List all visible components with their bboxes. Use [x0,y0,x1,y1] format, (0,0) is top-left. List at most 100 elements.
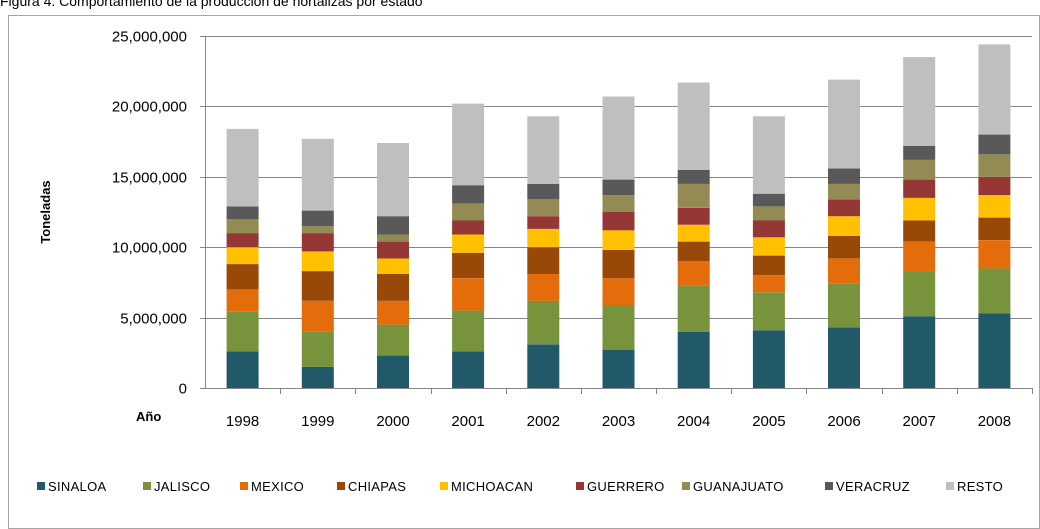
bar-segment-resto-2007 [903,57,936,146]
bar-segment-guanajuato-2006 [828,183,860,200]
bar-segment-sinaloa-2002 [527,344,560,388]
bar-segment-guerrero-2006 [828,199,860,217]
bar-segment-guerrero-2000 [377,241,409,259]
y-tick-label: 0 [179,381,187,398]
y-tick-label: 20,000,000 [112,99,187,116]
bar-segment-veracruz-2005 [752,193,785,207]
legend-swatch-guanajuato [682,482,690,490]
y-tick-label: 5,000,000 [120,311,187,328]
x-tick-label: 2004 [677,413,710,430]
bar-segment-michoacan-2007 [903,197,936,221]
bar-segment-michoacan-2000 [377,258,409,274]
bar-segment-sinaloa-2000 [377,355,409,388]
bar-segment-mexico-2004 [677,261,710,286]
bar-segment-guanajuato-1998 [226,219,259,234]
legend-swatch-chiapas [337,482,345,490]
bar-segment-chiapas-2001 [452,252,485,279]
bar-segment-sinaloa-2001 [452,351,485,388]
bar-segment-guanajuato-2005 [752,206,785,221]
bar-segment-guanajuato-2001 [452,203,485,221]
bar-segment-chiapas-2005 [752,255,785,276]
bar-segment-michoacan-1998 [226,247,259,265]
legend-swatch-michoacan [440,482,448,490]
x-tick-label: 2002 [527,413,560,430]
bar-segment-chiapas-2004 [677,241,710,262]
bar-segment-guerrero-2007 [903,179,936,198]
bar-segment-jalisco-2001 [452,310,485,352]
bar-segment-mexico-2005 [752,275,785,293]
bar-segment-mexico-2001 [452,278,485,311]
bars [226,44,1011,388]
bar-segment-jalisco-2002 [527,300,560,345]
legend-label-michoacan: MICHOACAN [451,479,533,494]
legend-swatch-veracruz [825,482,833,490]
bar-segment-jalisco-2007 [903,271,936,317]
bar-segment-veracruz-2001 [452,185,485,204]
bar-segment-veracruz-2003 [602,179,635,196]
bar-segment-michoacan-2006 [828,216,860,236]
bar-segment-guanajuato-2002 [527,199,560,217]
x-tick-label: 2001 [451,413,484,430]
bar-segment-veracruz-2006 [828,168,860,184]
legend-swatch-sinaloa [37,482,45,490]
bar-segment-sinaloa-1999 [301,366,334,388]
bar-segment-veracruz-2004 [677,169,710,184]
bar-segment-veracruz-1999 [301,210,334,227]
bar-segment-veracruz-2000 [377,216,409,235]
bar-segment-chiapas-2006 [828,235,860,259]
bar-segment-guanajuato-2008 [978,154,1011,177]
bar-segment-mexico-2000 [377,300,409,325]
bar-segment-guerrero-1998 [226,233,259,248]
bar-segment-guerrero-2008 [978,176,1011,196]
legend-label-guanajuato: GUANAJUATO [693,479,784,494]
bar-segment-jalisco-2003 [602,304,635,350]
legend-swatch-resto [946,482,954,490]
bar-segment-guanajuato-2004 [677,183,710,208]
bar-segment-chiapas-1998 [226,264,259,290]
bar-segment-veracruz-1998 [226,206,259,220]
bar-segment-mexico-2007 [903,241,936,272]
bar-segment-veracruz-2002 [527,183,560,200]
bar-segment-guanajuato-2007 [903,159,936,180]
bar-segment-guerrero-2005 [752,220,785,238]
bar-segment-sinaloa-2004 [677,331,710,388]
bar-segment-guerrero-2001 [452,220,485,235]
bar-segment-jalisco-2006 [828,283,860,328]
bar-segment-resto-2001 [452,103,485,186]
bar-segment-michoacan-2003 [602,230,635,250]
bar-segment-resto-1998 [226,128,259,207]
bar-segment-resto-1999 [301,138,334,211]
legend-label-chiapas: CHIAPAS [348,479,406,494]
bar-segment-michoacan-2002 [527,228,560,248]
bar-segment-mexico-1999 [301,300,334,332]
bar-segment-mexico-2006 [828,258,860,284]
bar-segment-chiapas-2003 [602,250,635,279]
bar-segment-guerrero-2004 [677,207,710,225]
bar-segment-resto-2003 [602,96,635,180]
bar-segment-guanajuato-2003 [602,195,635,212]
x-tick-label: 1998 [226,413,259,430]
x-tick-label: 2005 [752,413,785,430]
bar-segment-chiapas-2008 [978,217,1011,241]
y-axis-title: Toneladas [38,180,53,243]
legend-label-guerrero: GUERRERO [587,479,665,494]
bar-segment-veracruz-2007 [903,145,936,160]
bar-segment-jalisco-2000 [377,324,409,356]
x-tick-label: 2007 [903,413,936,430]
bar-segment-chiapas-1999 [301,271,334,301]
bar-segment-guanajuato-2000 [377,234,409,242]
bar-segment-resto-2006 [828,79,860,169]
bar-segment-michoacan-2001 [452,234,485,253]
bar-segment-jalisco-2004 [677,285,710,332]
legend: SINALOA JALISCO MEXICO CHIAPAS MICHOACAN GUER… [37,479,1003,494]
bar-segment-resto-2004 [677,82,710,170]
bar-segment-michoacan-2005 [752,237,785,256]
bar-segment-resto-2002 [527,116,560,184]
bar-segment-guerrero-1999 [301,233,334,252]
legend-swatch-jalisco [143,482,151,490]
axes: 0 5,000,000 10,000,000 15,000,000 20,000,000… [38,29,1033,430]
bar-segment-jalisco-2005 [752,292,785,331]
bar-segment-sinaloa-2008 [978,313,1011,388]
bar-segment-guerrero-2003 [602,212,635,231]
